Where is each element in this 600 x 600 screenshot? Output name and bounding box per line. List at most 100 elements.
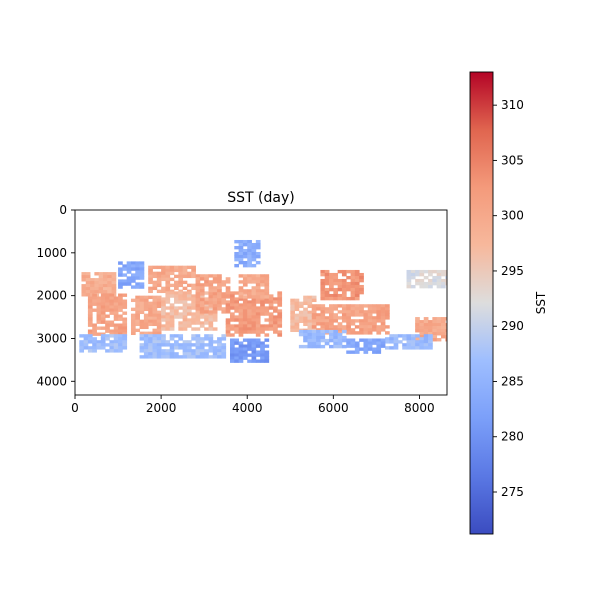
heatmap-cell: [79, 334, 85, 338]
heatmap-cell: [152, 349, 158, 353]
heatmap-cell: [217, 340, 222, 344]
heatmap-cell: [161, 352, 166, 356]
heatmap-cell: [260, 277, 265, 281]
heatmap-cell: [350, 287, 356, 292]
heatmap-cell: [199, 312, 205, 316]
heatmap-cell: [118, 296, 123, 300]
heatmap-cell: [264, 344, 270, 348]
heatmap-cell: [161, 315, 166, 319]
heatmap-cell: [85, 281, 91, 285]
heatmap-cell: [251, 300, 257, 304]
heatmap-cell: [363, 331, 369, 335]
heatmap-cell: [307, 298, 313, 303]
heatmap-cell: [217, 277, 222, 281]
heatmap-cell: [148, 301, 153, 306]
heatmap-cell: [251, 289, 257, 293]
heatmap-cell: [428, 326, 433, 330]
heatmap-cell: [174, 280, 179, 285]
heatmap-cell: [152, 295, 158, 300]
heatmap-cell: [307, 310, 313, 315]
heatmap-cell: [376, 316, 382, 320]
heatmap-cell: [161, 318, 166, 322]
heatmap-cell: [148, 313, 153, 318]
heatmap-cell: [350, 281, 356, 286]
heatmap-cell: [316, 316, 321, 320]
heatmap-cell: [277, 291, 283, 295]
heatmap-cell: [307, 338, 313, 343]
heatmap-cell: [341, 338, 347, 343]
heatmap-cell: [204, 343, 209, 347]
heatmap-cell: [419, 343, 425, 347]
heatmap-cell: [445, 269, 447, 274]
heatmap-cell: [100, 332, 106, 336]
heatmap-cell: [268, 297, 274, 301]
heatmap-cell: [139, 322, 145, 327]
heatmap-cell: [182, 286, 188, 291]
heatmap-cell: [311, 298, 317, 303]
heatmap-cell: [100, 311, 106, 315]
heatmap-cell: [178, 327, 184, 331]
heatmap-cell: [126, 276, 132, 280]
heatmap-cell: [174, 334, 179, 338]
heatmap-cell: [337, 304, 343, 308]
heatmap-cell: [109, 343, 115, 347]
heatmap-cell: [204, 312, 209, 316]
heatmap-cell: [242, 277, 248, 281]
heatmap-cell: [354, 350, 360, 354]
heatmap-cell: [217, 337, 222, 341]
heatmap-cell: [440, 269, 446, 274]
heatmap-cell: [320, 322, 326, 326]
heatmap-cell: [436, 329, 442, 333]
heatmap-cell: [148, 304, 153, 309]
heatmap-cell: [333, 325, 339, 329]
heatmap-cell: [169, 321, 175, 325]
heatmap-cell: [195, 334, 201, 338]
heatmap-cell: [242, 347, 248, 351]
heatmap-cell: [212, 298, 218, 302]
heatmap-cell: [174, 315, 179, 319]
heatmap-cell: [385, 316, 390, 320]
heatmap-cell: [260, 306, 265, 310]
heatmap-cell: [109, 293, 115, 297]
heatmap-cell: [195, 280, 201, 284]
heatmap-cell: [242, 300, 248, 304]
heatmap-cell: [264, 306, 270, 310]
heatmap-cell: [419, 281, 425, 286]
heatmap-cell: [337, 344, 343, 349]
heatmap-cell: [311, 310, 317, 314]
heatmap-cell: [85, 284, 91, 288]
heatmap-cell: [105, 323, 110, 327]
heatmap-cell: [316, 307, 321, 311]
heatmap-cell: [225, 306, 231, 310]
heatmap-cell: [221, 283, 227, 287]
heatmap-cell: [225, 300, 231, 304]
heatmap-cell: [234, 350, 240, 354]
heatmap-cell: [98, 275, 104, 279]
heatmap-cell: [208, 274, 214, 278]
heatmap-cell: [174, 291, 179, 295]
heatmap-cell: [165, 271, 171, 276]
heatmap-cell: [432, 317, 438, 321]
heatmap-cell: [191, 294, 196, 298]
heatmap-cell: [354, 331, 360, 335]
heatmap-cell: [85, 293, 91, 297]
heatmap-cell: [333, 307, 339, 311]
heatmap-cell: [92, 332, 97, 336]
heatmap-cell: [440, 272, 446, 277]
heatmap-cell: [139, 310, 145, 315]
heatmap-cell: [380, 310, 386, 314]
heatmap-cell: [148, 322, 153, 327]
heatmap-cell: [96, 340, 102, 344]
heatmap-cell: [191, 343, 196, 347]
heatmap-cell: [255, 295, 261, 299]
heatmap-cell: [337, 341, 343, 346]
heatmap-cell: [186, 283, 192, 288]
heatmap-cell: [156, 277, 162, 282]
heatmap-cell: [143, 349, 149, 353]
heatmap-cell: [363, 319, 369, 323]
heatmap-cell: [410, 346, 416, 350]
heatmap-cell: [152, 283, 158, 288]
heatmap-cell: [191, 303, 196, 307]
heatmap-cell: [260, 309, 265, 313]
heatmap-cell: [320, 272, 326, 277]
